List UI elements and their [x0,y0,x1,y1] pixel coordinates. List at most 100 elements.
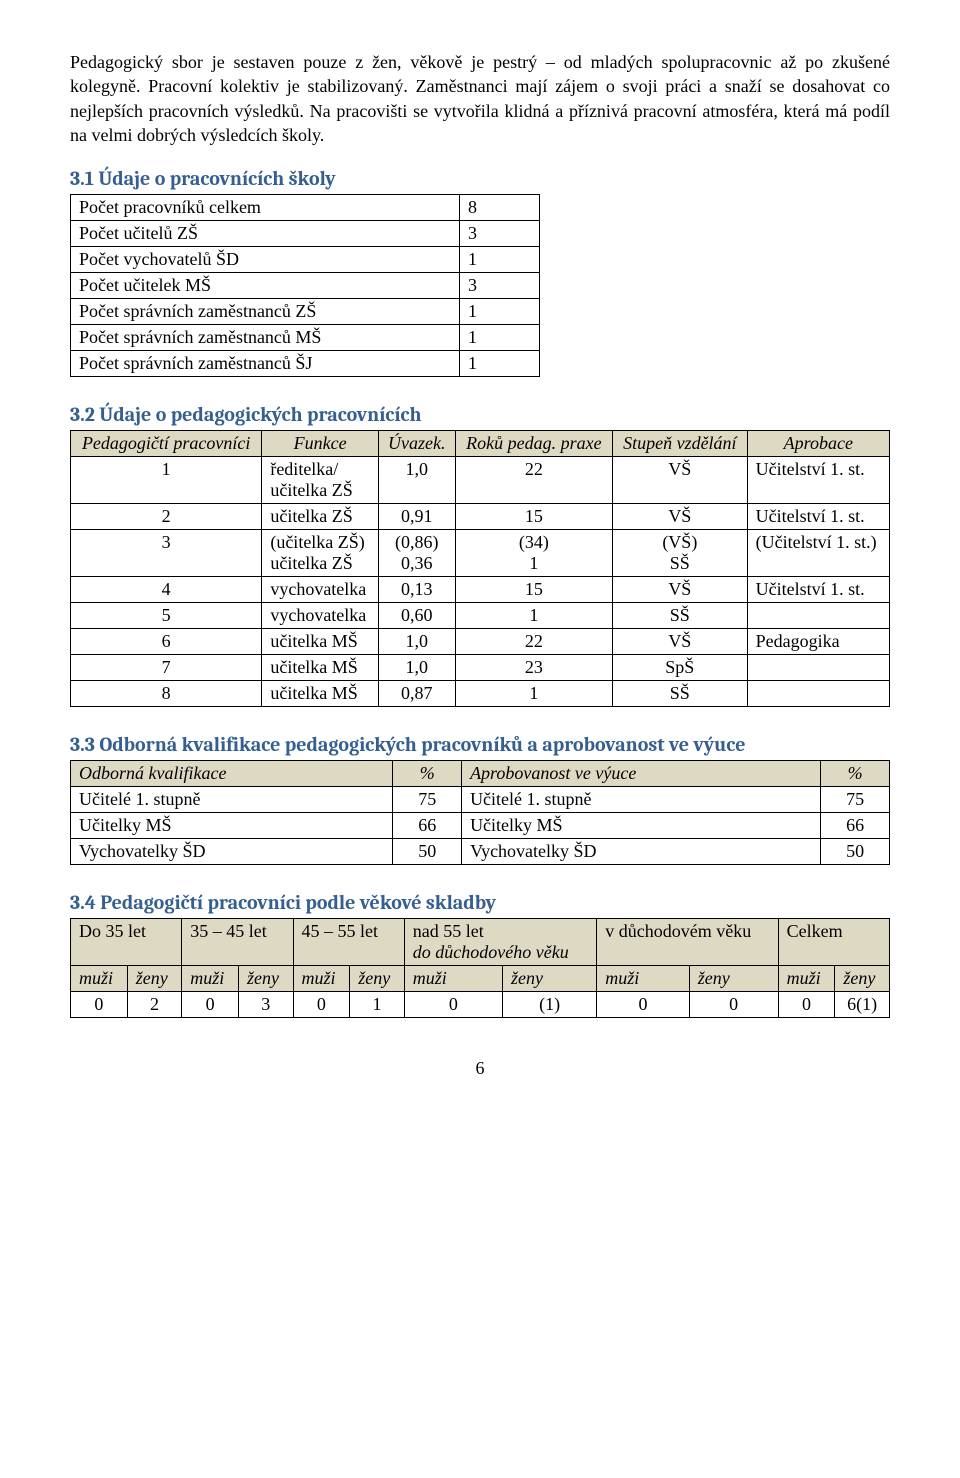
group-header: 35 – 45 let [182,919,293,966]
sub-header: ženy [239,966,294,992]
section-3-2-heading: 3.2 Údaje o pedagogických pracovnících [70,403,890,426]
sub-header: muži [71,966,128,992]
cell: vychovatelka [262,577,379,603]
cell: 2 [127,992,182,1018]
cell [747,681,889,707]
sub-header: muži [182,966,239,992]
col-header: Stupeň vzdělání [613,431,748,457]
col-header: Funkce [262,431,379,457]
cell: 0 [689,992,778,1018]
cell [747,603,889,629]
cell: vychovatelka [262,603,379,629]
cell: 1 [71,457,262,504]
sub-header: ženy [127,966,182,992]
table-row: 5vychovatelka0,601SŠ [71,603,890,629]
table-row: 2učitelka ZŠ0,9115VŠUčitelství 1. st. [71,504,890,530]
cell: 66 [393,813,462,839]
cell-value: 1 [460,351,540,377]
cell: Pedagogika [747,629,889,655]
cell: 0,91 [378,504,455,530]
cell [747,655,889,681]
cell: VŠ [613,457,748,504]
table-row: 3(učitelka ZŠ)učitelka ZŠ(0,86)0,36(34)1… [71,530,890,577]
col-header: % [393,761,462,787]
cell: Učitelky MŠ [462,813,821,839]
cell: 0,87 [378,681,455,707]
cell-label: Počet pracovníků celkem [71,195,460,221]
cell: učitelka MŠ [262,655,379,681]
col-header: Pedagogičtí pracovníci [71,431,262,457]
cell: (34)1 [455,530,612,577]
cell: 6(1) [835,992,890,1018]
table-row: 6učitelka MŠ1,022VŠPedagogika [71,629,890,655]
group-header: v důchodovém věku [597,919,778,966]
table-row: Učitelky MŠ66Učitelky MŠ66 [71,813,890,839]
cell-label: Počet učitelů ZŠ [71,221,460,247]
table-row: Počet správních zaměstnanců ZŠ1 [71,299,540,325]
table-row: Počet správních zaměstnanců MŠ1 [71,325,540,351]
table-row: 8učitelka MŠ0,871SŠ [71,681,890,707]
cell: (1) [502,992,596,1018]
cell: 6 [71,629,262,655]
col-header: Aprobace [747,431,889,457]
cell: 1,0 [378,629,455,655]
cell: Učitelství 1. st. [747,504,889,530]
table-row: Počet vychovatelů ŠD1 [71,247,540,273]
cell: 75 [393,787,462,813]
group-header: Do 35 let [71,919,182,966]
cell: (0,86)0,36 [378,530,455,577]
cell-label: Počet vychovatelů ŠD [71,247,460,273]
cell: SŠ [613,681,748,707]
sub-header: ženy [835,966,890,992]
section-3-1-heading: 3.1 Údaje o pracovnících školy [70,167,890,190]
cell: 2 [71,504,262,530]
cell: 23 [455,655,612,681]
table-row: Počet správních zaměstnanců ŠJ1 [71,351,540,377]
cell-value: 3 [460,273,540,299]
cell-value: 8 [460,195,540,221]
table-3-4: Do 35 let35 – 45 let45 – 55 letnad 55 le… [70,918,890,1018]
sub-header: muži [293,966,350,992]
group-header: nad 55 letdo důchodového věku [404,919,596,966]
cell: VŠ [613,629,748,655]
sub-header: ženy [502,966,596,992]
cell: 4 [71,577,262,603]
cell: (učitelka ZŠ)učitelka ZŠ [262,530,379,577]
table-3-2: Pedagogičtí pracovníciFunkceÚvazek.Roků … [70,430,890,707]
cell-label: Počet správních zaměstnanců ZŠ [71,299,460,325]
cell: učitelka MŠ [262,681,379,707]
cell: ředitelka/učitelka ZŠ [262,457,379,504]
table-3-1: Počet pracovníků celkem8Počet učitelů ZŠ… [70,194,540,377]
cell: Učitelství 1. st. [747,577,889,603]
cell: 0 [182,992,239,1018]
cell-label: Počet správních zaměstnanců MŠ [71,325,460,351]
cell: 66 [821,813,890,839]
cell: Učitelství 1. st. [747,457,889,504]
cell: 0,13 [378,577,455,603]
sub-header: muži [778,966,835,992]
cell: 75 [821,787,890,813]
cell: 50 [821,839,890,865]
cell-label: Počet správních zaměstnanců ŠJ [71,351,460,377]
cell: (VŠ)SŠ [613,530,748,577]
col-header: Úvazek. [378,431,455,457]
cell: 3 [239,992,294,1018]
cell: 1,0 [378,457,455,504]
table-row: 7učitelka MŠ1,023SpŠ [71,655,890,681]
cell-value: 1 [460,325,540,351]
cell: 1 [455,603,612,629]
group-header: Celkem [778,919,889,966]
cell: 3 [71,530,262,577]
cell: 22 [455,629,612,655]
section-3-4-heading: 3.4 Pedagogičtí pracovníci podle věkové … [70,891,890,914]
table-3-3: Odborná kvalifikace%Aprobovanost ve výuc… [70,760,890,865]
cell: 8 [71,681,262,707]
sub-header: muži [597,966,690,992]
cell: VŠ [613,504,748,530]
cell: 1 [455,681,612,707]
table-row: Počet pracovníků celkem8 [71,195,540,221]
cell: 0 [778,992,835,1018]
group-header: 45 – 55 let [293,919,404,966]
cell: 0 [71,992,128,1018]
cell: SpŠ [613,655,748,681]
